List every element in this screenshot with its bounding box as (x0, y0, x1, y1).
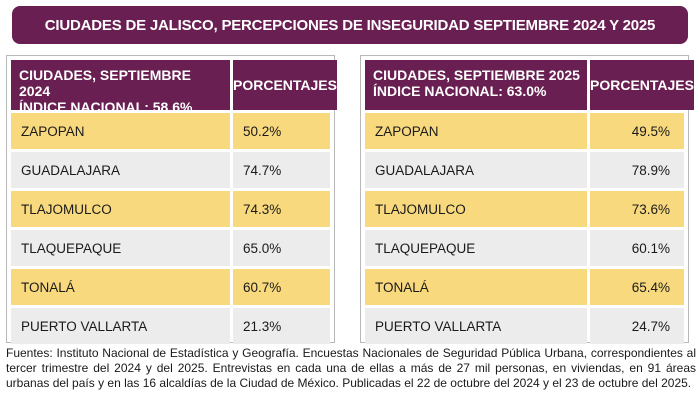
pct-cell: 73.6% (590, 191, 684, 227)
table-header: CIUDADES, SEPTIEMBRE 2024 ÍNDICE NACIONA… (11, 60, 337, 115)
city-cell: TONALÁ (11, 269, 230, 305)
pct-cell: 24.7% (590, 308, 684, 344)
pct-column-header: PORCENTAJES (590, 60, 694, 110)
sources-footnote: Fuentes: Instituto Nacional de Estadísti… (6, 346, 696, 390)
pct-cell: 65.4% (590, 269, 684, 305)
city-cell: PUERTO VALLARTA (11, 308, 230, 344)
city-cell: TLAJOMULCO (11, 191, 230, 227)
pct-cell: 78.9% (590, 152, 684, 188)
pct-cell: 65.0% (233, 230, 330, 266)
table-2024: CIUDADES, SEPTIEMBRE 2024 ÍNDICE NACIONA… (6, 55, 337, 344)
city-cell: GUADALAJARA (365, 152, 587, 188)
city-column-header: CIUDADES, SEPTIEMBRE 2024 ÍNDICE NACIONA… (11, 60, 230, 115)
table-row: TLAQUEPAQUE 60.1% (365, 230, 684, 266)
pct-cell: 50.2% (233, 113, 330, 149)
city-cell: GUADALAJARA (11, 152, 230, 188)
city-cell: TLAQUEPAQUE (365, 230, 587, 266)
city-cell: TONALÁ (365, 269, 587, 305)
city-cell: PUERTO VALLARTA (365, 308, 587, 344)
table-row: PUERTO VALLARTA 24.7% (365, 308, 684, 344)
table-row: GUADALAJARA 74.7% (11, 152, 330, 188)
table-row: GUADALAJARA 78.9% (365, 152, 684, 188)
table-row: PUERTO VALLARTA 21.3% (11, 308, 330, 344)
table-row: TLAQUEPAQUE 65.0% (11, 230, 330, 266)
pct-cell: 60.7% (233, 269, 330, 305)
city-column-header: CIUDADES, SEPTIEMBRE 2025 ÍNDICE NACIONA… (365, 60, 587, 110)
pct-cell: 74.3% (233, 191, 330, 227)
table-row: ZAPOPAN 50.2% (11, 113, 330, 149)
city-cell: ZAPOPAN (11, 113, 230, 149)
pct-cell: 60.1% (590, 230, 684, 266)
pct-cell: 49.5% (590, 113, 684, 149)
header-line-2: ÍNDICE NACIONAL: 63.0% (373, 83, 547, 99)
pct-cell: 21.3% (233, 308, 330, 344)
pct-cell: 74.7% (233, 152, 330, 188)
city-cell: TLAJOMULCO (365, 191, 587, 227)
header-line-1: CIUDADES, SEPTIEMBRE 2025 (373, 67, 580, 83)
table-row: TONALÁ 65.4% (365, 269, 684, 305)
table-header: CIUDADES, SEPTIEMBRE 2025 ÍNDICE NACIONA… (365, 60, 694, 110)
table-row: TLAJOMULCO 74.3% (11, 191, 330, 227)
city-cell: TLAQUEPAQUE (11, 230, 230, 266)
pct-column-header: PORCENTAJES (233, 60, 337, 110)
table-row: TONALÁ 60.7% (11, 269, 330, 305)
table-2025: CIUDADES, SEPTIEMBRE 2025 ÍNDICE NACIONA… (360, 55, 694, 344)
header-line-2: ÍNDICE NACIONAL: 58.6% (19, 99, 193, 115)
table-row: TLAJOMULCO 73.6% (365, 191, 684, 227)
page-title: CIUDADES DE JALISCO, PERCEPCIONES DE INS… (12, 6, 688, 44)
header-line-1: CIUDADES, SEPTIEMBRE 2024 (19, 67, 191, 99)
city-cell: ZAPOPAN (365, 113, 587, 149)
table-row: ZAPOPAN 49.5% (365, 113, 684, 149)
